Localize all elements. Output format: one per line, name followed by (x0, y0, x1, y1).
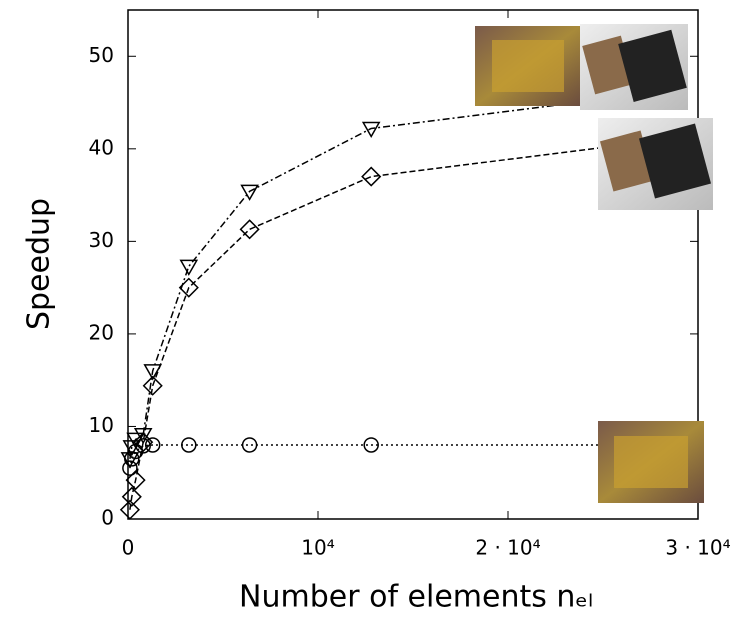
point (243, 438, 257, 452)
cpu-die (614, 436, 688, 488)
x-tick-label: 3 · 10⁴ (665, 536, 730, 560)
series-line (130, 98, 615, 459)
point (363, 122, 379, 136)
point (362, 168, 380, 186)
y-tick-label: 30 (89, 228, 114, 252)
y-tick-label: 20 (89, 320, 114, 344)
x-axis-label: Number of elements nₑₗ (239, 580, 593, 615)
hardware-images (475, 24, 713, 503)
chart: Speedup Number of elements nₑₗ 0 10 20 30 40… (0, 0, 753, 617)
point (181, 260, 197, 274)
x-tick-label: 0 (122, 536, 135, 560)
x-tick-label: 2 · 10⁴ (475, 536, 540, 560)
point (182, 438, 196, 452)
x-tick-label: 10⁴ (301, 536, 334, 560)
point (241, 220, 259, 238)
y-tick-label: 10 (89, 413, 114, 437)
series-line (130, 146, 615, 510)
series-line (130, 445, 615, 468)
y-tick-label: 50 (89, 43, 114, 67)
y-tick-label: 0 (101, 506, 114, 530)
y-tick-label: 40 (89, 135, 114, 159)
cpu-die (492, 40, 564, 92)
y-axis-label: Speedup (22, 198, 57, 330)
